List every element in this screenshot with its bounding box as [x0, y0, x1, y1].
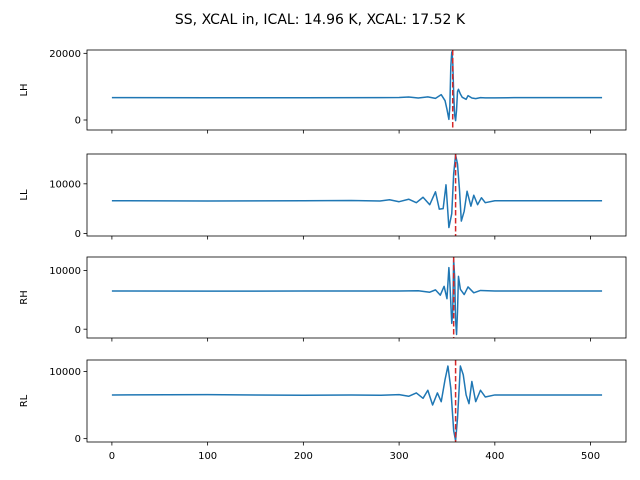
x-tick-label: 300 [390, 451, 409, 462]
x-tick-label: 200 [294, 451, 313, 462]
y-tick-label: 10000 [49, 367, 81, 378]
x-tick-label: 100 [198, 451, 217, 462]
subplot-stack: 0 20000 LH 0 10000 LL 0 10000 RH 0 100 200 300 400 500… [19, 49, 627, 462]
y-axis-label: RL [19, 394, 30, 407]
subplot-lh: 0 20000 LH [19, 49, 627, 134]
x-tick-label: 500 [581, 451, 600, 462]
axes-frame [86, 153, 627, 237]
x-tick-label: 0 [109, 451, 115, 462]
axes-frame [86, 256, 627, 339]
series-line-ll [111, 154, 603, 229]
axes-frame [86, 49, 627, 131]
y-axis-label: LL [19, 189, 30, 201]
subplot-rl: 0 100 200 300 400 500 0 10000 RL [19, 359, 627, 462]
subplot-ll: 0 10000 LL [19, 153, 627, 240]
x-tick-label: 400 [485, 451, 504, 462]
y-axis-label: RH [19, 290, 30, 304]
y-axis-label: LH [19, 83, 30, 96]
figure-title: SS, XCAL in, ICAL: 14.96 K, XCAL: 17.52 … [175, 12, 466, 28]
series-line-rl [111, 365, 603, 442]
subplot-rh: 0 10000 RH [19, 256, 627, 342]
series-line-rh [111, 259, 603, 336]
y-tick-label: 10000 [49, 179, 81, 190]
y-tick-label: 20000 [49, 49, 81, 60]
y-tick-label: 0 [75, 116, 81, 127]
y-tick-label: 0 [75, 434, 81, 445]
axes-frame [86, 359, 627, 443]
y-tick-label: 0 [75, 229, 81, 240]
y-tick-label: 10000 [49, 266, 81, 277]
y-tick-label: 0 [75, 325, 81, 336]
